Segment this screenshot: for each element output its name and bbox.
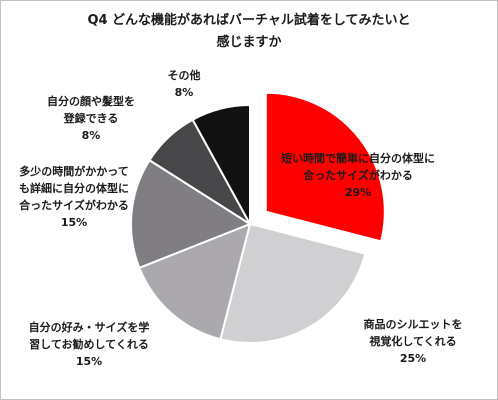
slice-label-face-hair: 自分の顔や髪型を 登録できる 8% <box>36 93 146 144</box>
slice-label-quick-size-line-1: 短い時間で簡単に自分の体型に <box>281 152 435 165</box>
slice-label-detailed-size-line-2: も詳細に自分の体型に <box>19 182 129 195</box>
slice-value-quick-size: 29% <box>344 186 372 199</box>
slice-label-silhouette-line-2: 視覚化してくれる <box>369 335 457 348</box>
slice-label-detailed-size-line-1: 多少の時間がかかって <box>19 165 129 178</box>
slice-value-other: 8% <box>174 86 194 99</box>
slice-silhouette <box>219 222 367 344</box>
slice-label-silhouette-line-1: 商品のシルエットを <box>363 318 463 331</box>
slice-label-detailed-size-line-3: 合ったサイズがわかる <box>19 199 129 212</box>
slice-label-quick-size: 短い時間で簡単に自分の体型に 合ったサイズがわかる 29% <box>268 150 448 201</box>
slice-value-recommend: 15% <box>75 355 103 368</box>
slice-recommend <box>138 222 252 341</box>
slice-value-face-hair: 8% <box>81 129 101 142</box>
slice-label-face-hair-line-1: 自分の顔や髪型を <box>47 95 135 108</box>
chart-title: Q4 どんな機能があればバーチャル試着をしてみたいと 感じますか <box>0 10 498 54</box>
slice-detailed-size <box>130 158 253 270</box>
slice-label-detailed-size: 多少の時間がかかって も詳細に自分の体型に 合ったサイズがわかる 15% <box>4 163 144 231</box>
slice-label-face-hair-line-2: 登録できる <box>63 112 119 125</box>
slice-label-quick-size-line-2: 合ったサイズがわかる <box>303 169 413 182</box>
slice-label-silhouette: 商品のシルエットを 視覚化してくれる 25% <box>338 316 488 367</box>
slice-quick-size <box>264 91 386 243</box>
slice-label-recommend: 自分の好み・サイズを学 習してお勧めしてくれる 15% <box>14 319 164 370</box>
slice-other <box>191 103 251 225</box>
slice-label-recommend-line-2: 習してお勧めしてくれる <box>29 338 149 351</box>
slice-label-other: その他 8% <box>154 67 214 101</box>
chart-title-line-1: Q4 どんな機能があればバーチャル試着をしてみたいと <box>87 13 411 28</box>
slice-label-other-line-1: その他 <box>167 69 201 82</box>
slice-label-recommend-line-1: 自分の好み・サイズを学 <box>28 321 150 334</box>
chart-title-line-2: 感じますか <box>216 35 282 50</box>
slice-value-detailed-size: 15% <box>60 216 88 229</box>
slice-value-silhouette: 25% <box>399 352 427 365</box>
